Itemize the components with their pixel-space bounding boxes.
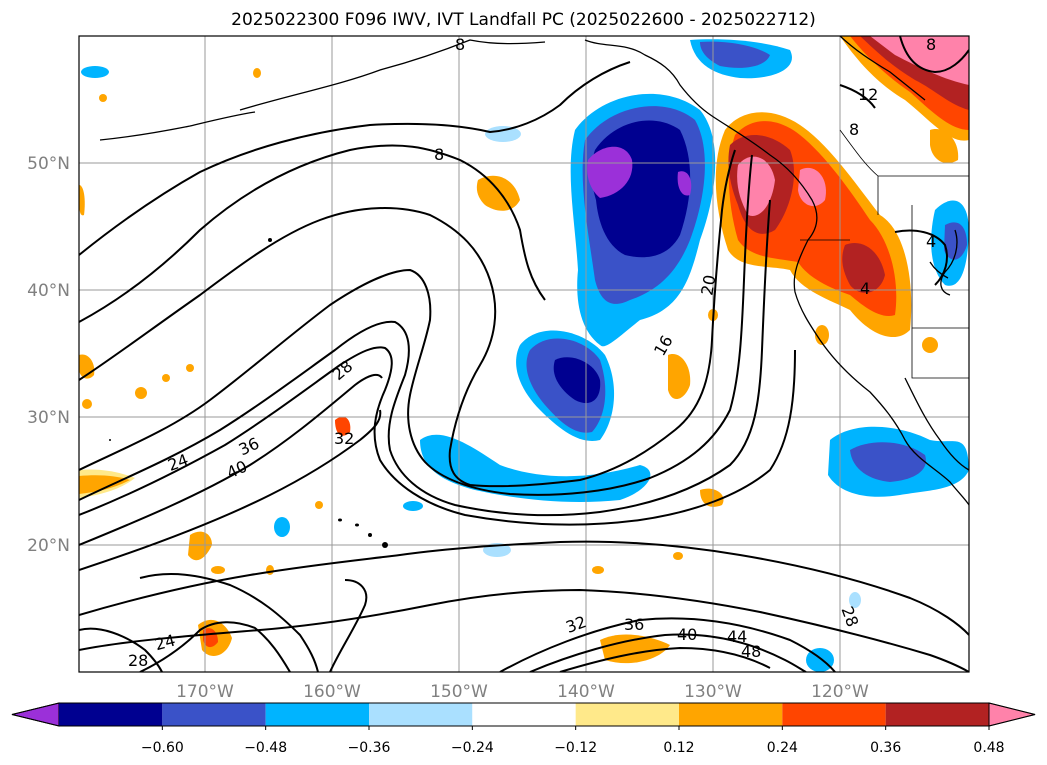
contour-label: 12	[858, 85, 878, 104]
contour-label: 4	[926, 232, 936, 251]
colorbar-box	[59, 703, 163, 726]
contour-label: 8	[434, 145, 444, 164]
contour-label: 8	[926, 35, 936, 54]
grid-lines	[79, 36, 969, 672]
colorbar	[11, 702, 1036, 727]
colorbar-box	[885, 703, 989, 726]
lon-label-150w: 150°W	[430, 682, 488, 702]
colorbar-box	[369, 703, 473, 726]
colorbar-tick-label: 0.24	[767, 740, 798, 756]
colorbar-box	[162, 703, 266, 726]
colorbar-outline	[11, 702, 1036, 727]
contour-label: 48	[741, 642, 761, 661]
contour-label: 32	[334, 429, 354, 448]
lat-label-50n: 50°N	[27, 154, 70, 174]
lon-labels: 170°W 160°W 150°W 140°W 130°W 120°W	[176, 682, 869, 702]
colorbar-tick-label: 0.12	[663, 740, 694, 756]
negative-shading	[81, 39, 969, 672]
lat-label-30n: 30°N	[27, 408, 70, 428]
lat-label-40n: 40°N	[27, 281, 70, 301]
lat-labels: 50°N 40°N 30°N 20°N	[27, 154, 70, 556]
contour-label: 24	[153, 631, 178, 655]
colorbar-tick-label: −0.36	[348, 740, 391, 756]
colorbar-box	[472, 703, 576, 726]
contour-label: 20	[697, 273, 719, 296]
colorbar-tick-label: −0.12	[554, 740, 597, 756]
colorbar-extend-low	[11, 702, 60, 727]
contour-label: 44	[727, 627, 747, 646]
colorbar-box	[265, 703, 369, 726]
contour-label: 40	[677, 625, 697, 644]
contour-label: 4	[860, 279, 870, 298]
iwv-contours	[79, 36, 969, 672]
colorbar-box	[679, 703, 783, 726]
lon-label-120w: 120°W	[811, 682, 869, 702]
colorbar-tick-label: 0.48	[973, 740, 1004, 756]
colorbar-tick-label: 0.36	[870, 740, 901, 756]
lon-label-130w: 130°W	[684, 682, 742, 702]
colorbar-box	[782, 703, 886, 726]
colorbar-extend-high	[988, 702, 1036, 727]
lon-label-170w: 170°W	[176, 682, 234, 702]
map-title: 2025022300 F096 IWV, IVT Landfall PC (20…	[231, 10, 816, 30]
islands	[109, 238, 388, 548]
lon-label-140w: 140°W	[557, 682, 615, 702]
borders	[800, 129, 969, 379]
contour-label: 28	[128, 651, 148, 670]
contour-label: 8	[849, 120, 859, 139]
map-content: 8 8 8 8 12 4 4 20 16 28 32 36 40 24 32 3…	[79, 35, 969, 672]
colorbar-tick-label: −0.48	[244, 740, 287, 756]
positive-shading	[79, 36, 969, 664]
colorbar-tick-label: −0.60	[141, 740, 184, 756]
contour-label: 36	[624, 615, 644, 634]
colorbar-box	[575, 703, 679, 726]
colorbar-ticks: −0.60 −0.48 −0.36 −0.24 −0.12 0.12 0.24 0.36 0.4…	[141, 726, 1005, 756]
map-frame	[78, 35, 970, 673]
contour-labels: 8 8 8 8 12 4 4 20 16 28 32 36 40 24 32 3…	[128, 35, 936, 670]
lon-label-160w: 160°W	[303, 682, 361, 702]
lat-label-20n: 20°N	[27, 536, 70, 556]
contour-label: 8	[455, 35, 465, 54]
colorbar-tick-label: −0.24	[451, 740, 494, 756]
